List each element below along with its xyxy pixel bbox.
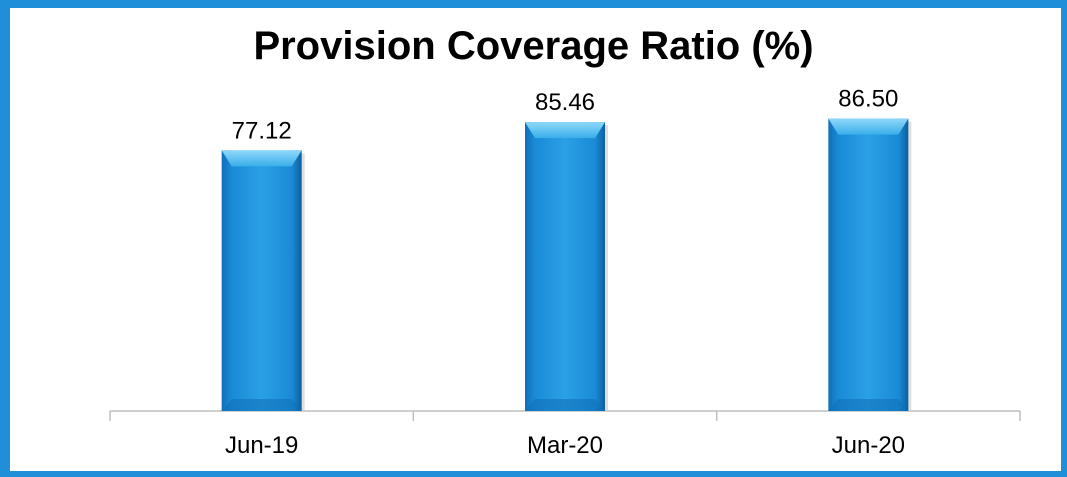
bar-bevel-bottom	[828, 399, 909, 411]
bar-body	[221, 150, 302, 411]
data-label: 77.12	[232, 117, 292, 144]
bar-mar-20	[525, 122, 608, 411]
chart-title: Provision Coverage Ratio (%)	[253, 24, 814, 68]
bar-bevel-top	[221, 150, 302, 167]
bar-bevel-bottom	[221, 399, 302, 411]
bar-bevel-top	[828, 118, 909, 135]
bar-body	[525, 122, 605, 411]
bar-body	[828, 118, 909, 411]
category-label: Jun-20	[832, 432, 905, 459]
data-label: 86.50	[838, 86, 898, 113]
bar-jun-19	[221, 150, 305, 411]
data-label: 85.46	[535, 89, 595, 116]
bar-jun-20	[828, 118, 912, 411]
bar-bevel-bottom	[525, 399, 605, 411]
category-label: Jun-19	[225, 432, 298, 459]
bar-bevel-top	[525, 122, 605, 139]
category-label: Mar-20	[527, 432, 603, 459]
